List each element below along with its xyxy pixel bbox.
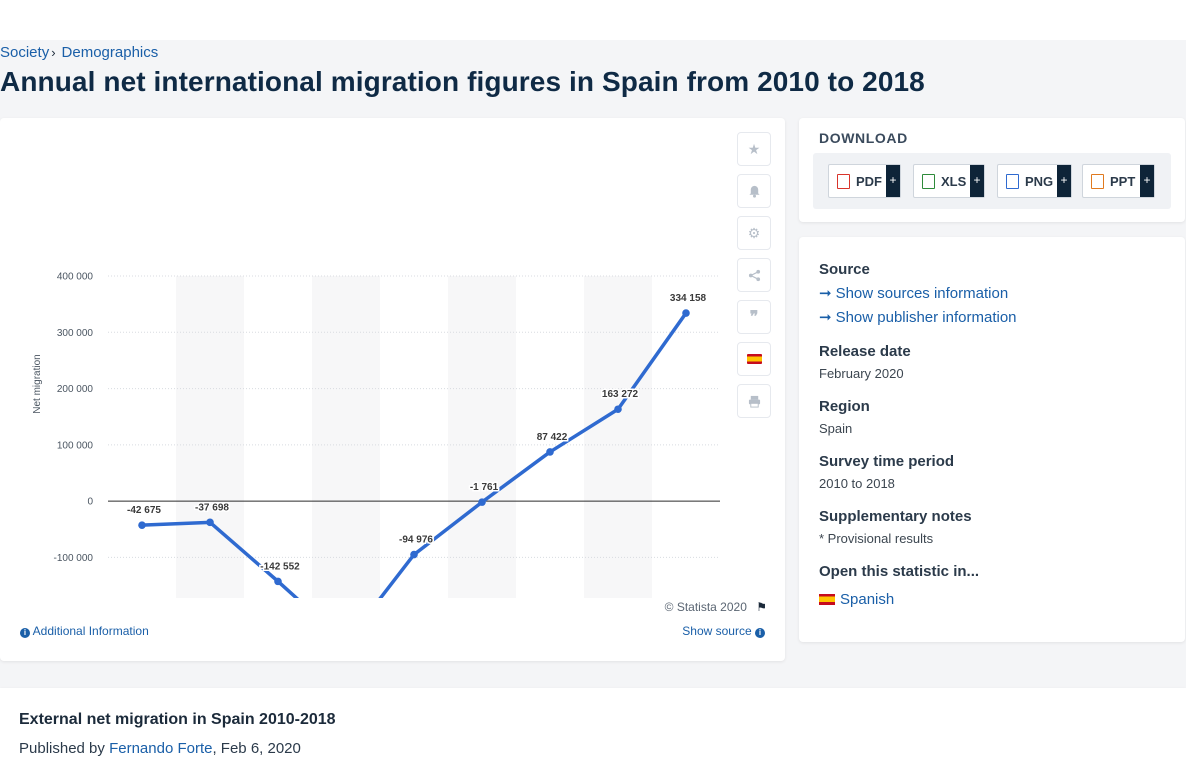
data-point (206, 518, 214, 527)
additional-information-label: Additional Information (32, 624, 149, 638)
download-pdf-button[interactable]: PDF + (828, 164, 901, 198)
description-card: External net migration in Spain 2010-201… (0, 688, 1186, 760)
download-xls-label: XLS (941, 173, 967, 189)
spain-flag-icon (819, 594, 835, 605)
arrow-right-icon: ➞ (819, 285, 832, 302)
y-tick-label: -100 000 (54, 553, 94, 564)
info-icon: i (755, 628, 765, 638)
y-tick-label: 400 000 (57, 272, 94, 283)
download-xls-button[interactable]: XLS + (913, 164, 985, 198)
star-icon[interactable]: ★ (737, 132, 771, 166)
download-ppt-button[interactable]: PPT + (1082, 164, 1155, 198)
download-png-button[interactable]: PNG + (997, 164, 1072, 198)
supplementary-notes-value: * Provisional results (819, 531, 934, 546)
data-point (410, 550, 418, 559)
data-label: 334 158 (670, 293, 707, 304)
show-source-label: Show source (682, 624, 752, 638)
share-icon[interactable] (737, 258, 771, 292)
description-title: External net migration in Spain 2010-201… (19, 711, 336, 728)
copyright-notice: © Statista 2020 ⚑ (665, 600, 767, 614)
survey-period-value: 2010 to 2018 (819, 476, 895, 491)
info-icon: i (20, 628, 30, 638)
release-date-heading: Release date (819, 343, 911, 360)
y-tick-label: 300 000 (57, 328, 94, 339)
published-date: , Feb 6, 2020 (212, 740, 301, 757)
show-sources-link[interactable]: ➞ Show sources information (819, 284, 1008, 302)
ppt-file-icon (1091, 173, 1104, 189)
published-by: Published by Fernando Forte, Feb 6, 2020 (19, 740, 301, 757)
show-sources-label: Show sources information (835, 285, 1009, 302)
source-heading: Source (819, 261, 870, 278)
gear-icon[interactable]: ⚙ (737, 216, 771, 250)
open-in-spanish-link[interactable]: Spanish (819, 591, 894, 608)
breadcrumb-demographics[interactable]: Demographics (61, 44, 159, 61)
breadcrumb-society[interactable]: Society (0, 44, 50, 61)
category-band (584, 276, 652, 598)
page-title: Annual net international migration figur… (0, 66, 925, 97)
download-png-label: PNG (1025, 173, 1054, 189)
download-card: DOWNLOAD PDF + XLS + PNG + PPT + (799, 118, 1185, 222)
y-axis-label: Net migration (32, 354, 43, 413)
category-band (176, 276, 244, 598)
flag-report-icon[interactable]: ⚑ (756, 600, 767, 614)
plus-icon: + (1057, 165, 1071, 197)
region-heading: Region (819, 398, 870, 415)
open-in-spanish-label: Spanish (840, 591, 895, 608)
show-publisher-label: Show publisher information (835, 309, 1017, 326)
data-label: 87 422 (537, 432, 568, 443)
show-source-link[interactable]: Show source i (682, 624, 765, 638)
show-publisher-link[interactable]: ➞ Show publisher information (819, 308, 1017, 326)
data-label: 163 272 (602, 389, 639, 400)
plus-icon: + (970, 165, 984, 197)
breadcrumb: Society › Demographics (0, 44, 158, 61)
download-bar: PDF + XLS + PNG + PPT + (813, 153, 1171, 209)
pdf-file-icon (837, 173, 850, 189)
copyright-text: © Statista 2020 (664, 600, 747, 614)
download-ppt-label: PPT (1110, 173, 1136, 189)
region-value: Spain (819, 421, 853, 436)
download-title: DOWNLOAD (819, 130, 908, 146)
data-point (478, 498, 486, 506)
plus-icon: + (886, 165, 900, 197)
top-bar (0, 0, 1186, 40)
bell-icon[interactable] (737, 174, 771, 208)
data-point (682, 309, 690, 317)
y-tick-label: 0 (87, 497, 93, 508)
plus-icon: + (1140, 165, 1154, 197)
data-point (274, 577, 282, 586)
additional-information-link[interactable]: i Additional Information (20, 624, 149, 638)
data-label: -142 552 (260, 561, 300, 572)
data-point (138, 521, 146, 529)
supplementary-notes-heading: Supplementary notes (819, 508, 972, 525)
data-label: -37 698 (195, 502, 229, 513)
author-link[interactable]: Fernando Forte (109, 740, 213, 757)
release-date-value: February 2020 (819, 366, 904, 381)
data-point (614, 405, 622, 414)
print-icon[interactable] (737, 384, 771, 418)
y-tick-label: 200 000 (57, 384, 94, 395)
category-band (312, 276, 380, 598)
open-statistic-heading: Open this statistic in... (819, 563, 980, 580)
data-label: -42 675 (127, 505, 161, 516)
survey-period-heading: Survey time period (819, 453, 955, 470)
arrow-right-icon: ➞ (819, 309, 832, 326)
data-label: -1 761 (470, 482, 499, 493)
data-point (546, 448, 554, 456)
breadcrumb-separator: › (51, 45, 56, 60)
chart-toolbar: ★ ⚙ ❞ (737, 132, 771, 426)
download-pdf-label: PDF (856, 173, 882, 189)
png-file-icon (1006, 173, 1019, 189)
xls-file-icon (922, 173, 935, 189)
published-prefix: Published by (19, 740, 105, 757)
y-tick-label: 100 000 (57, 440, 94, 451)
quote-icon[interactable]: ❞ (737, 300, 771, 334)
flag-icon[interactable] (737, 342, 771, 376)
category-band (448, 276, 516, 598)
statistic-details-card: Source ➞ Show sources information ➞ Show p… (799, 237, 1185, 642)
data-label: -94 976 (399, 535, 433, 546)
